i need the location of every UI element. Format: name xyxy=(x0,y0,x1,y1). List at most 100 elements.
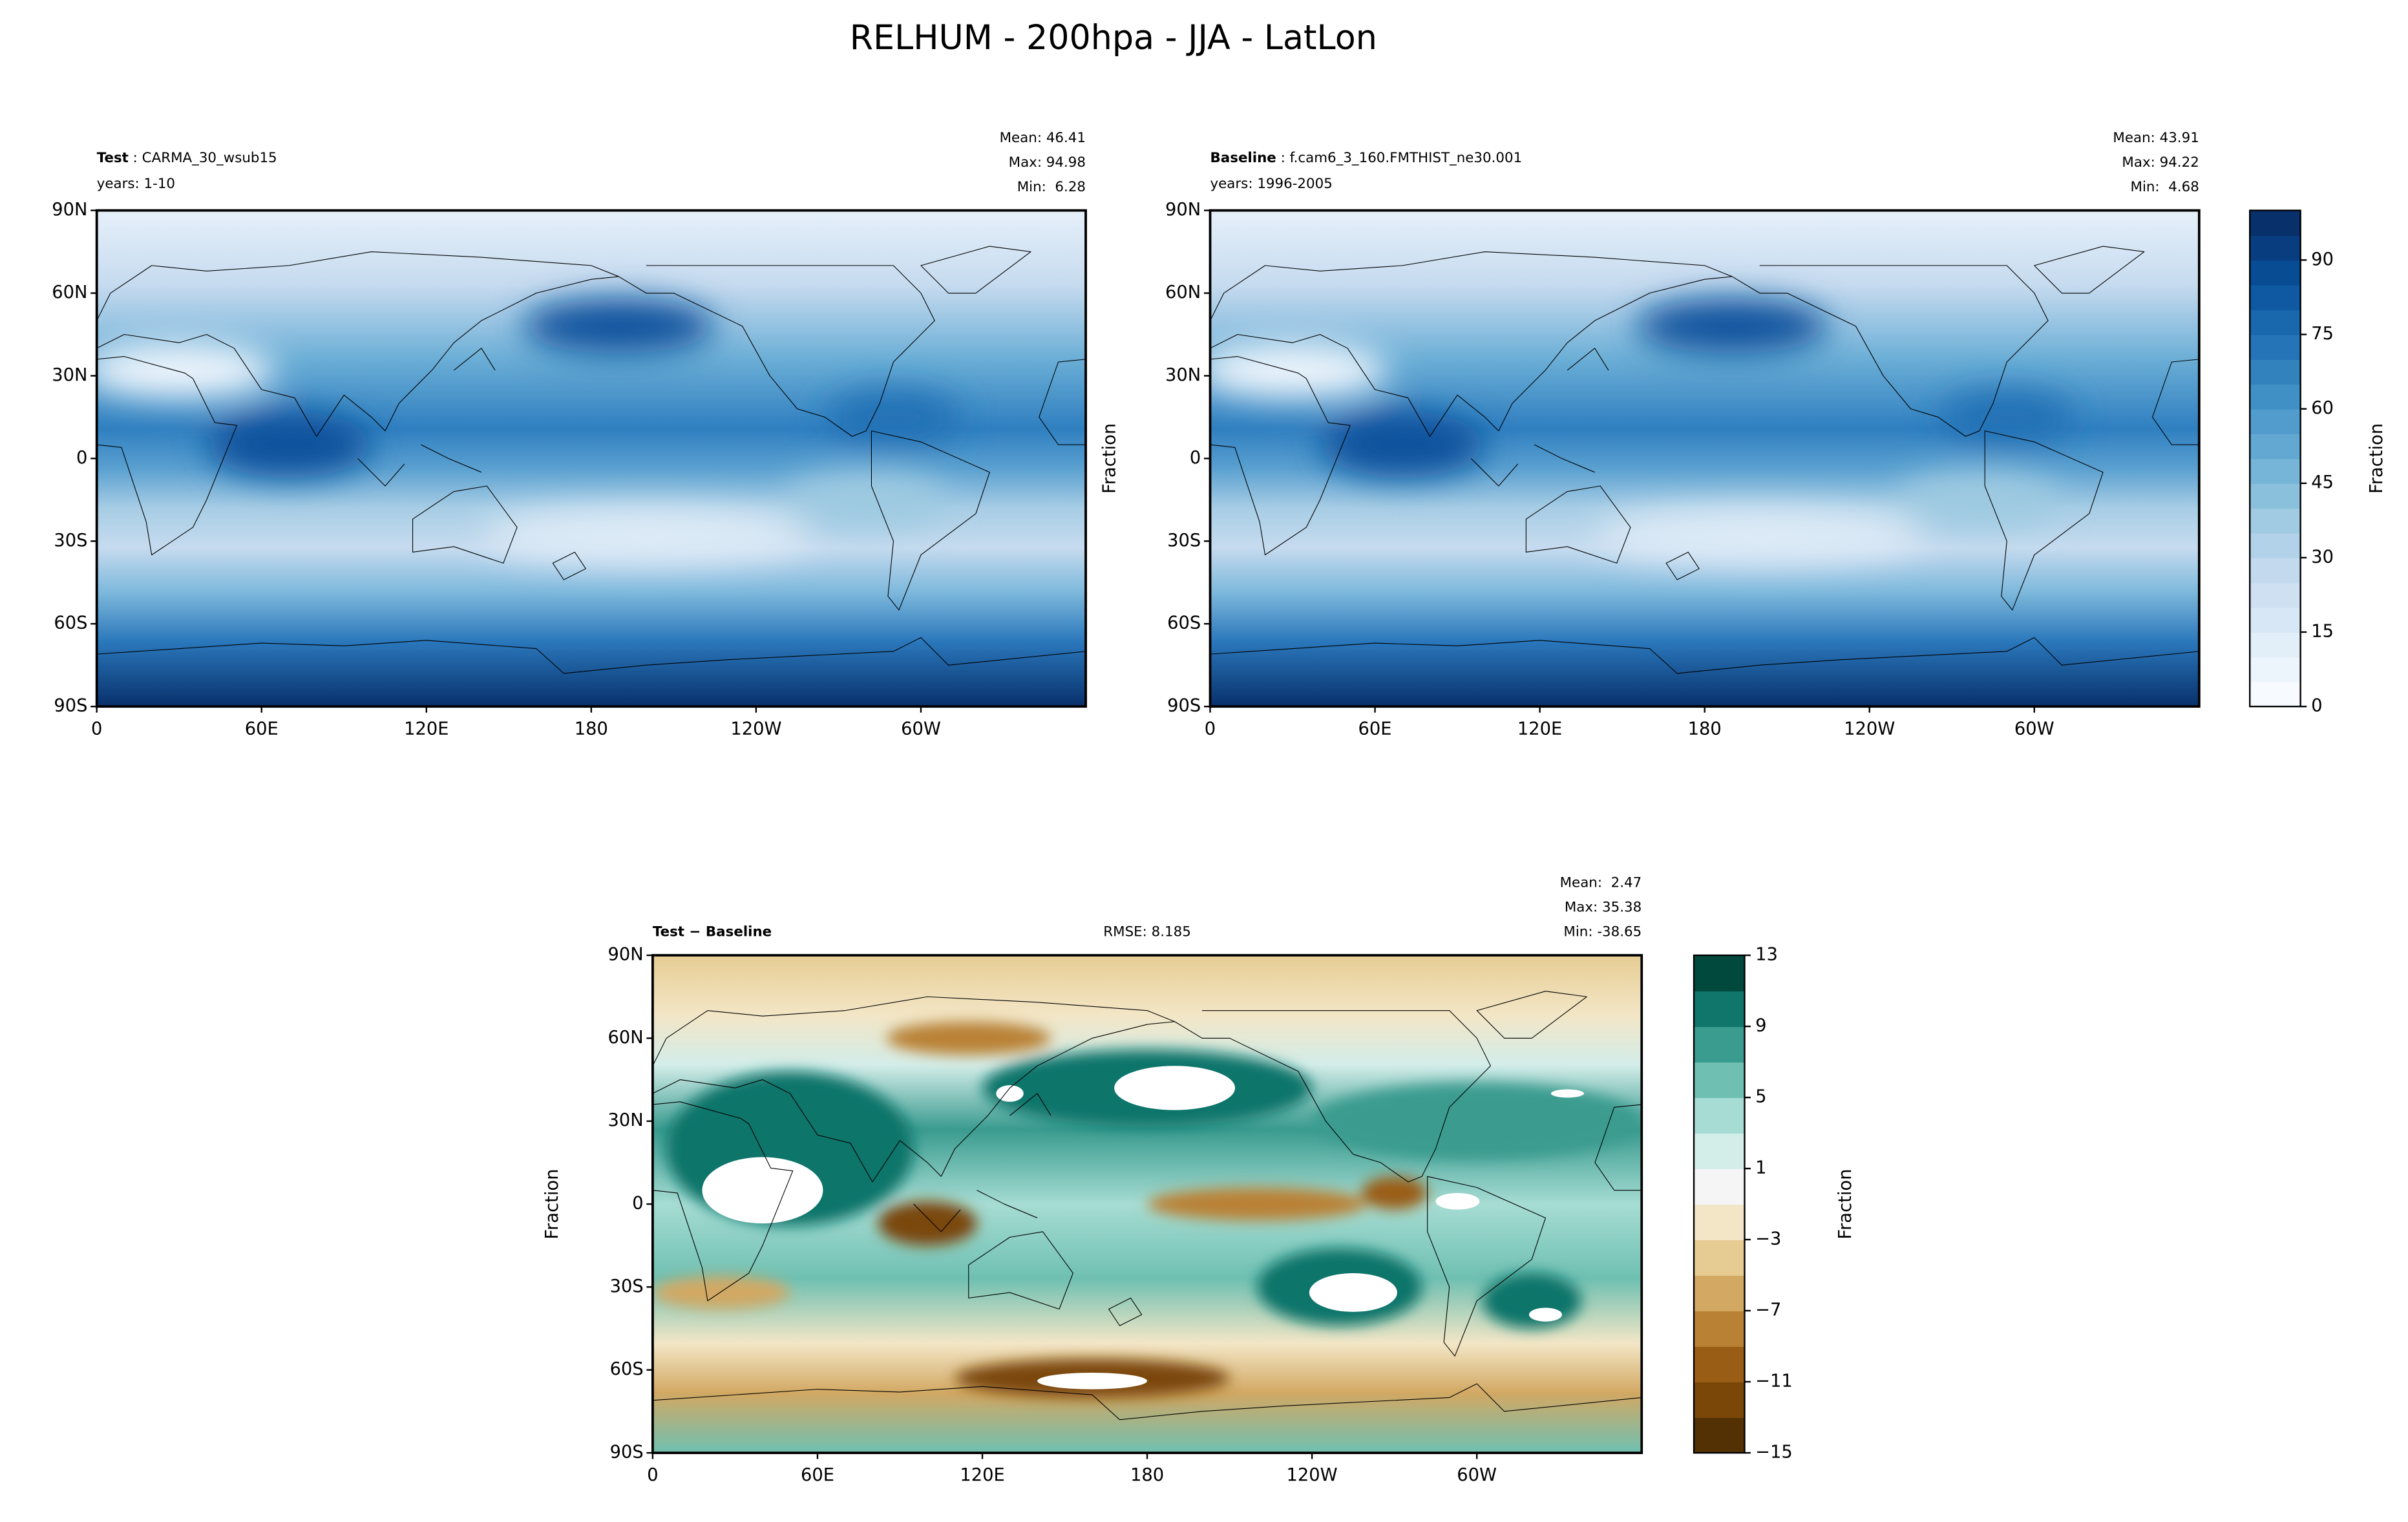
colorbar-band xyxy=(2250,359,2301,385)
panel-stat: Mean: 46.41 xyxy=(1000,130,1086,146)
x-tick-label: 60E xyxy=(245,719,279,739)
colorbar-band xyxy=(1694,1168,1745,1205)
colorbar-band xyxy=(2250,334,2301,360)
panel-name: Test : CARMA_30_wsub15 xyxy=(97,150,277,166)
y-tick-label: 30N xyxy=(1165,365,1201,385)
colorbar-band xyxy=(2250,681,2301,708)
y-tick-label: 90N xyxy=(52,200,87,220)
colorbar-band xyxy=(1694,1204,1745,1240)
colorbar-tick-label: 45 xyxy=(2311,472,2334,492)
colorbar-band xyxy=(1694,1275,1745,1311)
colorbar-band xyxy=(2250,310,2301,335)
y-tick-label: 60N xyxy=(52,282,87,302)
colorbar-band xyxy=(2250,284,2301,311)
y-tick-label: 30S xyxy=(610,1276,644,1296)
y-tick-label: 90S xyxy=(54,696,87,716)
y-tick-label: 90N xyxy=(607,945,643,965)
colorbar-band xyxy=(1694,1346,1745,1382)
field xyxy=(83,211,1086,707)
panel-name-bold: Baseline xyxy=(1210,150,1276,166)
panel-stat: Min: -38.65 xyxy=(1563,924,1642,940)
colorbar-band xyxy=(2250,632,2301,658)
colorbar-band xyxy=(2250,508,2301,534)
colorbar-band xyxy=(1694,1097,1745,1134)
colorbar-band xyxy=(2250,433,2301,460)
colorbar-band xyxy=(1694,1062,1745,1099)
colorbar-band xyxy=(2250,384,2301,410)
x-tick-label: 120E xyxy=(1517,719,1562,739)
y-tick-label: 60N xyxy=(1165,282,1201,302)
colorbar-band xyxy=(1694,1133,1745,1170)
colorbar: −15 −11 −7 −3 1 5 9 13 Fraction xyxy=(1693,945,1855,1463)
colorbar-tick-label: 1 xyxy=(1755,1158,1766,1178)
colorbar-tick-label: 75 xyxy=(2311,324,2334,344)
colorbar-band xyxy=(1694,1382,1745,1418)
y-tick-label: 60S xyxy=(1167,613,1201,633)
colorbar-tick-label: 9 xyxy=(1755,1016,1766,1036)
x-tick-label: 120E xyxy=(960,1465,1004,1485)
x-tick-label: 60W xyxy=(901,719,941,739)
panel-name-text: : f.cam6_3_160.FMTHIST_ne30.001 xyxy=(1276,150,1522,166)
panel-stat: Mean: 43.91 xyxy=(2113,130,2199,146)
colorbar-band xyxy=(2250,210,2301,236)
panel-name: Baseline : f.cam6_3_160.FMTHIST_ne30.001 xyxy=(1210,150,1523,166)
colorbar-band xyxy=(2250,408,2301,434)
colorbar-frame xyxy=(2249,209,2301,708)
colorbar-band xyxy=(1694,955,1745,992)
x-tick-label: 120W xyxy=(730,719,781,739)
x-tick-label: 60W xyxy=(2014,719,2054,739)
colorbar-label: Fraction xyxy=(1835,1169,1855,1240)
colorbar-label: Fraction xyxy=(2367,423,2387,494)
colorbar-tick-label: 30 xyxy=(2311,547,2334,567)
y-tick-label: 0 xyxy=(1190,448,1201,468)
colorbar-band xyxy=(2250,557,2301,584)
x-tick-label: 0 xyxy=(647,1465,658,1485)
panel-stat: Min: 6.28 xyxy=(1017,179,1086,195)
colorbar-tick-label: 13 xyxy=(1755,945,1778,965)
colorbar-band xyxy=(1694,1240,1745,1276)
y-tick-label: 60N xyxy=(607,1028,643,1048)
y-tick-label: 30N xyxy=(607,1110,643,1130)
colorbar-tick-label: 0 xyxy=(2311,696,2322,716)
y-tick-label: 60S xyxy=(610,1359,644,1379)
y-tick-label: 30S xyxy=(1167,531,1201,551)
map-panel: 0 60E 120E 180 120W 60W 90N 60N 30N 0 30S 60S 90S Tes… xyxy=(542,874,1643,1485)
colorbar: 0 15 30 45 60 75 90 Fraction xyxy=(2249,209,2387,716)
x-tick-label: 120W xyxy=(1844,719,1895,739)
colorbar-band xyxy=(2250,458,2301,484)
y-axis-label: Fraction xyxy=(1100,423,1120,494)
map-panel: 0 60E 120E 180 120W 60W 90N 60N 30N 0 30S 60S 90S Tes… xyxy=(52,130,1087,739)
x-tick-label: 60W xyxy=(1457,1465,1497,1485)
colorbar-tick-label: 60 xyxy=(2311,398,2334,418)
x-tick-label: 180 xyxy=(1688,719,1722,739)
colorbar-band xyxy=(2250,235,2301,261)
x-tick-label: 0 xyxy=(1205,719,1216,739)
colorbar-tick-label: −7 xyxy=(1755,1300,1781,1320)
y-tick-label: 90S xyxy=(1167,696,1201,716)
x-tick-label: 60E xyxy=(1358,719,1392,739)
colorbar-band xyxy=(2250,607,2301,633)
panel-name-bold: Test − Baseline xyxy=(653,924,772,940)
colorbar-tick-label: 90 xyxy=(2311,249,2334,270)
colorbar-tick-label: −3 xyxy=(1755,1229,1781,1249)
colorbar-tick-label: −15 xyxy=(1755,1443,1793,1463)
panel-stat: Min: 4.68 xyxy=(2131,179,2199,195)
colorbar-band xyxy=(2250,533,2301,558)
y-tick-label: 60S xyxy=(54,613,87,633)
colorbar-band xyxy=(2250,483,2301,509)
y-tick-label: 0 xyxy=(632,1194,643,1214)
colorbar-tick-label: −11 xyxy=(1755,1371,1793,1391)
colorbar-band xyxy=(2250,260,2301,286)
x-tick-label: 60E xyxy=(801,1465,834,1485)
map-panel: 0 60E 120E 180 120W 60W 90N 60N 30N 0 30S 60S 90S Bas… xyxy=(1100,130,2201,739)
colorbar-band xyxy=(1694,991,1745,1028)
colorbar-tick-label: 15 xyxy=(2311,622,2334,642)
colorbar-band xyxy=(1694,1311,1745,1347)
colorbar-band xyxy=(2250,657,2301,682)
y-tick-label: 90N xyxy=(1165,200,1201,220)
field xyxy=(653,955,1642,1453)
y-tick-label: 0 xyxy=(76,448,87,468)
colorbar-band xyxy=(1694,1026,1745,1063)
panel-stat: Mean: 2.47 xyxy=(1560,874,1642,891)
